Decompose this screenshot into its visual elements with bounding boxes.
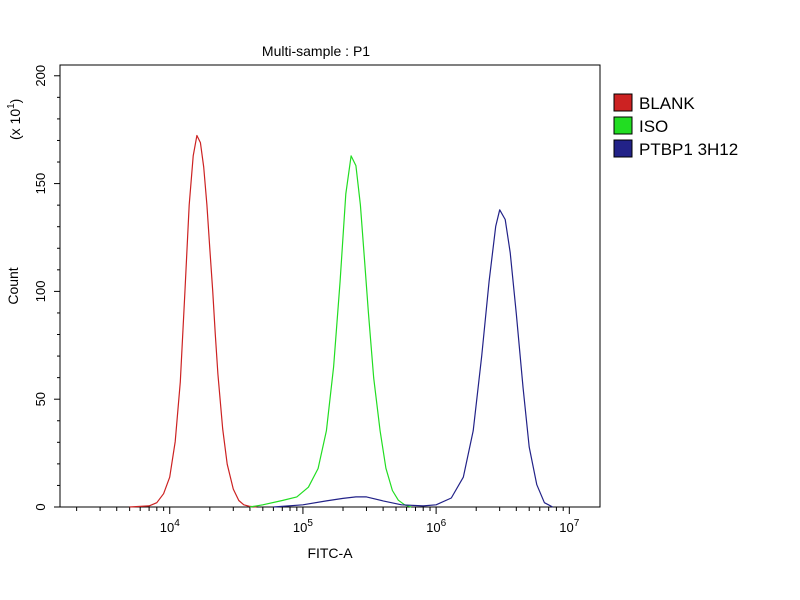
legend-swatch	[613, 139, 633, 158]
legend-swatch	[613, 116, 633, 135]
x-tick-label: 104	[160, 518, 180, 535]
y-multiplier-label: (x 101)	[6, 99, 23, 140]
y-axis-label: Count	[5, 267, 21, 304]
plot-frame	[59, 64, 601, 508]
x-tick-label: 106	[426, 518, 446, 535]
legend-label: BLANK	[639, 94, 695, 113]
x-tick-label: 105	[293, 518, 313, 535]
y-multiplier-prefix: (x 10	[7, 109, 23, 140]
y-tick-label: 200	[33, 65, 48, 87]
legend-swatch	[613, 93, 633, 112]
x-axis-label: FITC-A	[307, 545, 353, 561]
x-tick-label: 107	[559, 518, 579, 535]
series-line-iso	[249, 155, 412, 508]
y-multiplier-exp: 1	[6, 103, 17, 109]
y-multiplier-close: )	[7, 99, 23, 104]
series-line-blank	[129, 134, 257, 508]
legend-label: ISO	[639, 117, 668, 136]
y-tick-label: 50	[33, 392, 48, 406]
y-tick-label: 100	[33, 281, 48, 303]
svg-text:(x 101): (x 101)	[6, 99, 23, 140]
chart-title: Multi-sample : P1	[262, 43, 370, 59]
y-tick-label: 150	[33, 173, 48, 195]
series-line-ptbp1-3h12	[273, 209, 553, 508]
legend-label: PTBP1 3H12	[639, 140, 738, 159]
y-tick-label: 0	[33, 503, 48, 510]
